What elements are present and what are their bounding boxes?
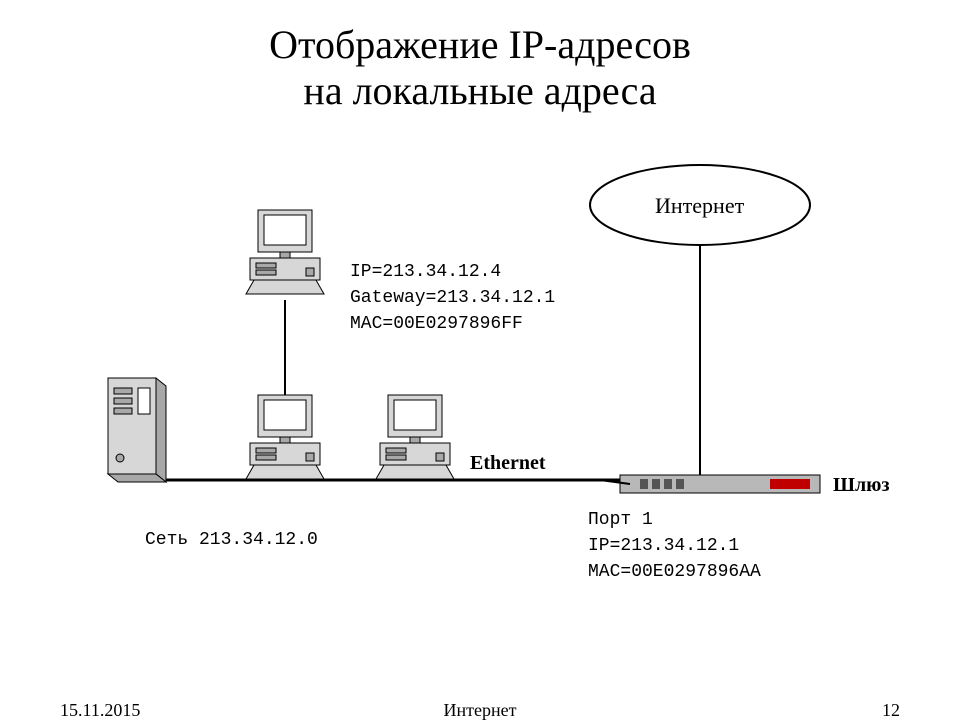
internet-label: Интернет <box>655 193 744 219</box>
ethernet-label: Ethernet <box>470 452 546 475</box>
pc-right-node <box>376 395 454 479</box>
pc-top-node <box>246 210 324 294</box>
host-gateway: Gateway=213.34.12.1 <box>350 288 555 308</box>
host-ip: IP=213.34.12.4 <box>350 262 501 282</box>
subnet-label: Сеть 213.34.12.0 <box>145 530 318 550</box>
gateway-device <box>620 475 820 493</box>
gateway-ip: IP=213.34.12.1 <box>588 536 739 556</box>
footer-page: 12 <box>882 700 900 720</box>
footer-center: Интернет <box>0 700 960 720</box>
gateway-mac: MAC=00E0297896AA <box>588 562 761 582</box>
server-node <box>108 378 166 482</box>
gateway-label: Шлюз <box>833 474 890 497</box>
network-diagram <box>0 0 960 720</box>
host-mac: MAC=00E0297896FF <box>350 314 523 334</box>
pc-left-node <box>246 395 324 479</box>
gateway-port: Порт 1 <box>588 510 653 530</box>
